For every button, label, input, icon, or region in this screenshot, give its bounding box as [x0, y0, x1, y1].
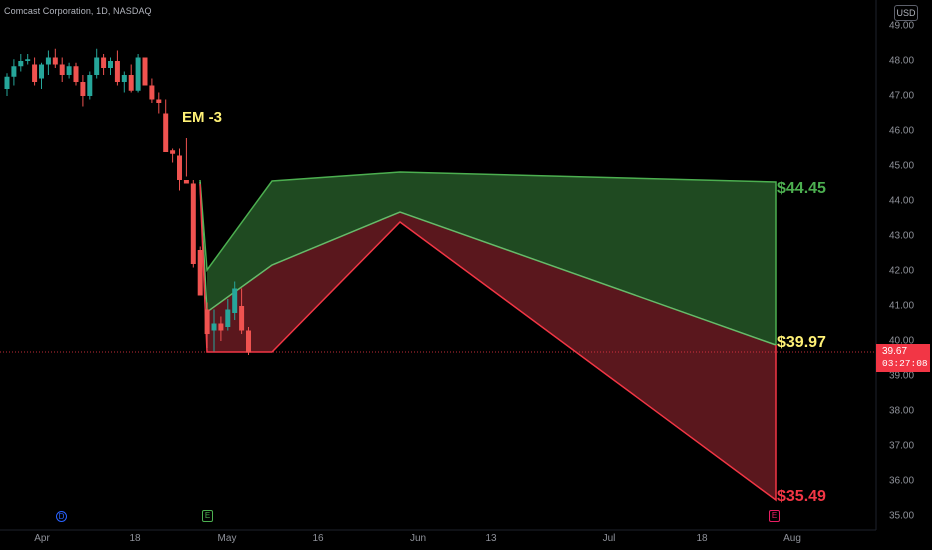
candle-body	[18, 61, 24, 67]
time-tick-label: Apr	[34, 533, 50, 544]
candle-body	[45, 57, 51, 65]
bar-countdown: 03:27:08	[882, 358, 928, 369]
time-tick-label: 16	[312, 533, 324, 544]
candle-body	[190, 183, 196, 264]
earnings-icon-past[interactable]: E	[202, 510, 213, 522]
price-tick-label: 47.00	[889, 90, 915, 102]
price-tick-label: 40.00	[889, 335, 915, 347]
candle-body	[128, 75, 134, 91]
mid-boundary-line	[199, 181, 777, 346]
last-price-value: 39.67	[882, 346, 908, 357]
time-tick-label: Jul	[602, 533, 616, 544]
candle-body	[94, 57, 100, 75]
currency-button[interactable]: USD	[894, 5, 918, 21]
candle-body	[80, 82, 86, 96]
candle-body	[149, 85, 155, 100]
candle-body	[142, 57, 148, 86]
candle-body	[225, 309, 231, 327]
candles-group	[4, 48, 251, 355]
price-tick-label: 42.00	[889, 265, 915, 277]
price-tick-label: 38.00	[889, 405, 915, 417]
candle-body	[39, 64, 44, 79]
candle-body	[59, 64, 65, 75]
candle-body	[87, 75, 93, 96]
em-label[interactable]: EM -3	[182, 109, 223, 126]
candle-body	[170, 150, 176, 154]
time-tick-label: Aug	[783, 533, 801, 544]
candle-body	[135, 57, 141, 91]
time-tick-label: May	[217, 533, 237, 544]
candle-body	[4, 76, 10, 89]
bull-zone	[207, 172, 776, 345]
candle-body	[246, 330, 251, 353]
candle-body	[218, 323, 224, 331]
price-tick-label: 41.00	[889, 300, 915, 312]
candle-body	[211, 323, 217, 331]
candle-body	[156, 99, 162, 103]
time-tick-label: 18	[129, 533, 141, 544]
lower-target-label[interactable]: $35.49	[777, 488, 826, 505]
price-tick-label: 49.00	[889, 20, 915, 32]
candle-body	[73, 66, 79, 82]
price-tick-label: 48.00	[889, 55, 915, 67]
time-tick-label: Jun	[409, 533, 427, 544]
candle-body	[197, 250, 203, 296]
price-tick-label: 44.00	[889, 195, 915, 207]
candle-body	[11, 66, 17, 77]
price-tick-label: 46.00	[889, 125, 915, 137]
mid-target-label[interactable]: $39.97	[777, 334, 826, 351]
candle-body	[183, 180, 189, 184]
candle-body	[108, 61, 113, 68]
price-tick-label: 45.00	[889, 160, 915, 172]
time-tick-label: 13	[485, 533, 497, 544]
price-tick-label: 37.00	[889, 440, 915, 452]
candle-body	[114, 61, 120, 82]
symbol-title[interactable]: Comcast Corporation, 1D, NASDAQ	[4, 6, 152, 16]
candle-body	[121, 75, 127, 82]
candle-body	[52, 57, 58, 65]
candle-body	[177, 155, 182, 180]
upper-target-label[interactable]: $44.45	[777, 180, 826, 197]
candle-body	[239, 306, 245, 331]
candle-body	[25, 59, 31, 61]
last-price-label: 39.67 03:27:08	[876, 344, 930, 372]
candle-body	[163, 113, 169, 152]
bear-zone	[207, 212, 776, 500]
price-tick-label: 35.00	[889, 510, 915, 522]
price-tick-label: 39.00	[889, 370, 915, 382]
price-tick-label: 43.00	[889, 230, 915, 242]
earnings-icon-next[interactable]: E	[769, 510, 780, 522]
candle-body	[204, 309, 210, 334]
price-tick-label: 36.00	[889, 475, 915, 487]
candle-body	[101, 57, 107, 68]
candle-body	[66, 66, 72, 75]
time-tick-label: 18	[696, 533, 708, 544]
candle-body	[232, 288, 238, 313]
dividend-icon[interactable]: D	[56, 511, 67, 522]
upper-boundary-line	[199, 171, 777, 345]
candle-body	[32, 64, 38, 82]
